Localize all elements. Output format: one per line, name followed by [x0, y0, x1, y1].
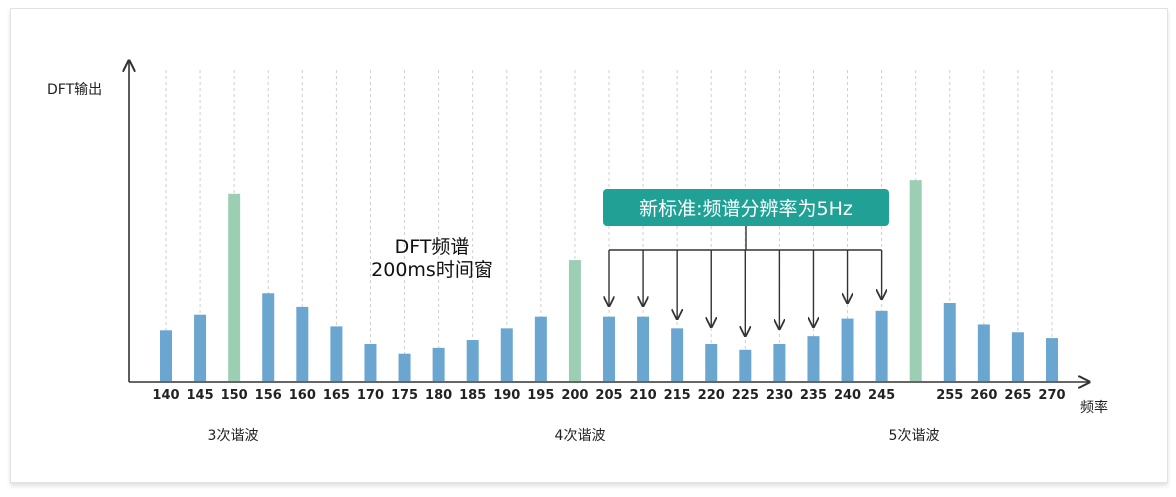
tick-label: 270	[1038, 388, 1065, 403]
bar-210	[637, 316, 650, 381]
tick-label: 225	[732, 388, 759, 403]
tick-label: 190	[493, 388, 520, 403]
tick-label: 235	[800, 388, 827, 403]
bar-205	[603, 316, 615, 381]
tick-label: 170	[357, 388, 384, 403]
tick-labels: 140 145 150 156 160 165 170 175 180 185 190 195 200 2…	[152, 388, 1065, 403]
tick-label: 156	[255, 388, 282, 403]
callout-arrows	[609, 249, 882, 335]
bar-225	[739, 349, 752, 381]
bar-260	[977, 324, 990, 381]
bar-156	[262, 293, 275, 381]
bar-145	[194, 314, 207, 381]
tick-label: 210	[630, 388, 657, 403]
tick-label: 195	[527, 388, 554, 403]
bar-230	[773, 343, 786, 381]
tick-label: 185	[459, 388, 486, 403]
bar-190	[500, 328, 513, 381]
bar-175	[398, 353, 411, 381]
bar-150	[228, 193, 241, 381]
tick-label: 160	[289, 388, 316, 403]
tick-label: 220	[698, 388, 725, 403]
bar-265	[1011, 332, 1024, 381]
tick-label: 200	[561, 388, 588, 403]
y-axis-label: DFT输出	[47, 82, 102, 98]
bar-140	[160, 330, 172, 381]
tick-label: 240	[834, 388, 861, 403]
tick-label: 150	[221, 388, 248, 403]
bar-185	[466, 340, 479, 381]
spectrum-title: DFT频谱	[395, 236, 470, 258]
chart-frame	[10, 8, 1168, 483]
tick-label: 230	[766, 388, 793, 403]
harmonic4-label: 4次谐波	[555, 428, 606, 444]
bar-240	[841, 318, 854, 381]
bar-215	[671, 328, 684, 381]
tick-label: 255	[936, 388, 963, 403]
tick-label: 205	[595, 388, 622, 403]
tick-label: 245	[868, 388, 895, 403]
bar-195	[534, 316, 547, 381]
bar-255	[943, 303, 956, 381]
callout-text: 新标准:频谱分辨率为5Hz	[639, 198, 853, 220]
bars	[160, 180, 1058, 381]
tick-label: 265	[1004, 388, 1031, 403]
bar-180	[432, 347, 445, 381]
harmonic5-label: 5次谐波	[889, 428, 940, 444]
bar-165	[330, 326, 343, 381]
resolution-callout: 新标准:频谱分辨率为5Hz	[603, 189, 889, 335]
tick-label: 180	[425, 388, 452, 403]
bar-170	[364, 343, 377, 381]
tick-label: 140	[152, 388, 179, 403]
bar-245	[875, 310, 888, 381]
harmonic3-label: 3次谐波	[208, 428, 259, 444]
tick-label: 145	[187, 388, 214, 403]
tick-label: 175	[391, 388, 418, 403]
x-axis-label: 频率	[1080, 399, 1108, 416]
bar-270	[1046, 338, 1058, 381]
spectrum-window: 200ms时间窗	[371, 259, 493, 281]
tick-label: 215	[664, 388, 691, 403]
bar-220	[705, 343, 718, 381]
bar-250	[909, 180, 922, 381]
tick-label: 260	[970, 388, 997, 403]
bar-160	[296, 306, 309, 381]
callout-box	[603, 189, 889, 226]
bar-235	[807, 336, 820, 381]
tick-label: 165	[323, 388, 350, 403]
bar-200	[568, 260, 581, 381]
